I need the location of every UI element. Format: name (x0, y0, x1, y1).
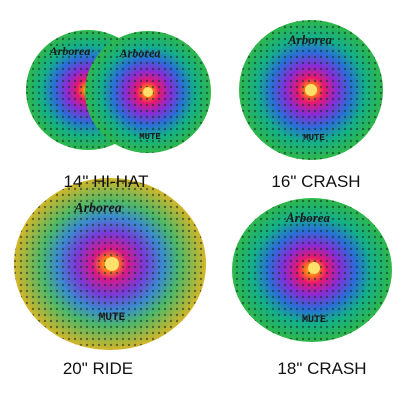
cymbal-bell-hole (308, 262, 320, 274)
model-logo: MUTE (302, 315, 326, 326)
brand-logo: Arborea (119, 46, 161, 60)
ride-20: Arborea MUTE (14, 178, 206, 350)
size-label: 16" CRASH (271, 172, 360, 191)
brand-logo: Arborea (287, 32, 333, 47)
model-logo: MUTE (139, 132, 161, 142)
model-logo: MUTE (303, 133, 325, 143)
cymbal-bell-hole (143, 87, 153, 97)
size-label: 18" CRASH (277, 359, 366, 378)
cymbal-bell-hole (105, 257, 119, 271)
hi-hat: Arborea Arborea MUTE (26, 30, 211, 153)
model-logo: MUTE (99, 312, 126, 324)
cymbal-bell-hole (305, 84, 317, 96)
brand-logo: Arborea (49, 44, 91, 58)
size-label: 20" RIDE (63, 359, 133, 378)
brand-logo: Arborea (73, 201, 121, 216)
crash-18: Arborea MUTE (232, 198, 392, 342)
brand-logo: Arborea (285, 210, 331, 225)
size-label: 14" HI-HAT (63, 172, 148, 191)
crash-16: Arborea MUTE (239, 20, 383, 160)
